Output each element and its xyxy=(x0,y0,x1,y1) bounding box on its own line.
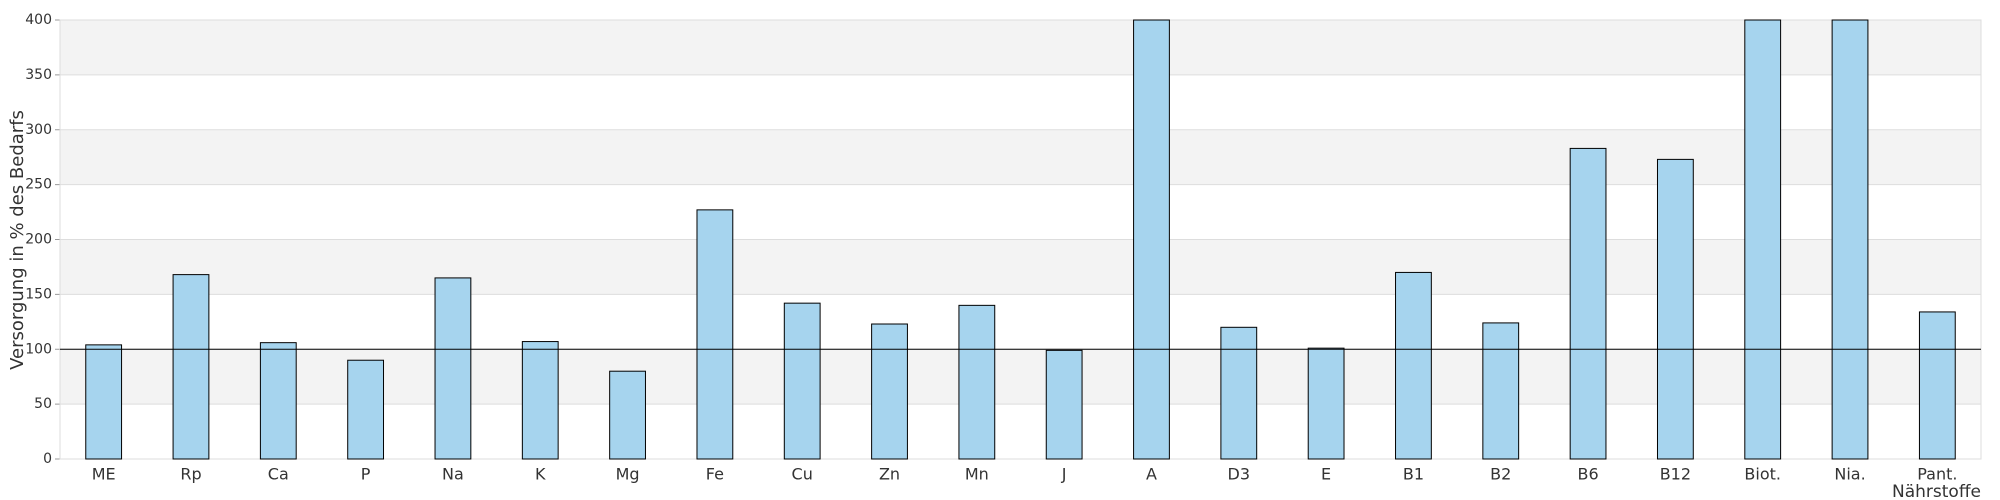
bar xyxy=(1831,19,1869,460)
bar xyxy=(1220,326,1258,460)
x-tick-label: Cu xyxy=(792,465,813,484)
y-tick-label: 300 xyxy=(25,122,52,138)
x-tick-label: E xyxy=(1321,465,1331,484)
bar xyxy=(521,341,559,460)
y-tick-label: 100 xyxy=(25,341,52,357)
x-tick-label: Nia. xyxy=(1834,465,1865,484)
bar xyxy=(1307,347,1345,460)
grid-band xyxy=(60,20,1981,75)
x-tick-label: P xyxy=(361,465,371,484)
y-tick-label: 400 xyxy=(25,12,52,28)
bar xyxy=(1744,19,1782,460)
bar xyxy=(172,274,210,460)
y-tick-label: 0 xyxy=(43,451,52,467)
bar xyxy=(1656,158,1694,460)
x-tick-label: ME xyxy=(92,465,116,484)
x-tick-label: Ca xyxy=(268,465,289,484)
x-tick-label: Pant. xyxy=(1917,465,1957,484)
y-tick-label: 150 xyxy=(25,286,52,302)
x-tick-label: Mg xyxy=(616,465,640,484)
x-tick-label: Mn xyxy=(965,465,989,484)
x-axis-label: Nährstoffe xyxy=(1892,482,1981,500)
x-tick-label: B1 xyxy=(1403,465,1424,484)
y-tick-label: 200 xyxy=(25,232,52,248)
bar xyxy=(1918,311,1956,460)
y-tick-label: 50 xyxy=(34,396,52,412)
x-tick-label: Rp xyxy=(180,465,201,484)
x-tick-label: B12 xyxy=(1660,465,1691,484)
x-tick-label: Biot. xyxy=(1744,465,1781,484)
bar xyxy=(434,277,472,460)
bar xyxy=(1395,271,1432,460)
x-tick-label: Fe xyxy=(706,465,724,484)
bar xyxy=(958,304,996,460)
y-axis-label: Versorgung in % des Bedarfs xyxy=(7,110,28,370)
x-tick-label: Zn xyxy=(879,465,900,484)
y-tick-label: 250 xyxy=(25,177,52,193)
bar xyxy=(871,323,908,460)
bar xyxy=(1045,349,1083,460)
bar xyxy=(259,342,297,460)
y-tick-label: 350 xyxy=(25,67,52,83)
x-tick-label: B2 xyxy=(1490,465,1511,484)
x-tick-label: B6 xyxy=(1577,465,1598,484)
x-tick-label: A xyxy=(1146,465,1157,484)
bar xyxy=(1133,19,1170,460)
bar xyxy=(1482,322,1520,460)
x-tick-label: K xyxy=(535,465,546,484)
bar xyxy=(609,370,646,460)
plot-frame xyxy=(59,19,1982,460)
bar xyxy=(347,359,385,460)
x-tick-label: D3 xyxy=(1228,465,1251,484)
bar xyxy=(1569,147,1607,460)
x-tick-label: J xyxy=(1061,465,1067,484)
bar xyxy=(696,209,734,460)
x-tick-label: Na xyxy=(442,465,464,484)
bar xyxy=(85,344,123,460)
bar xyxy=(783,302,821,460)
